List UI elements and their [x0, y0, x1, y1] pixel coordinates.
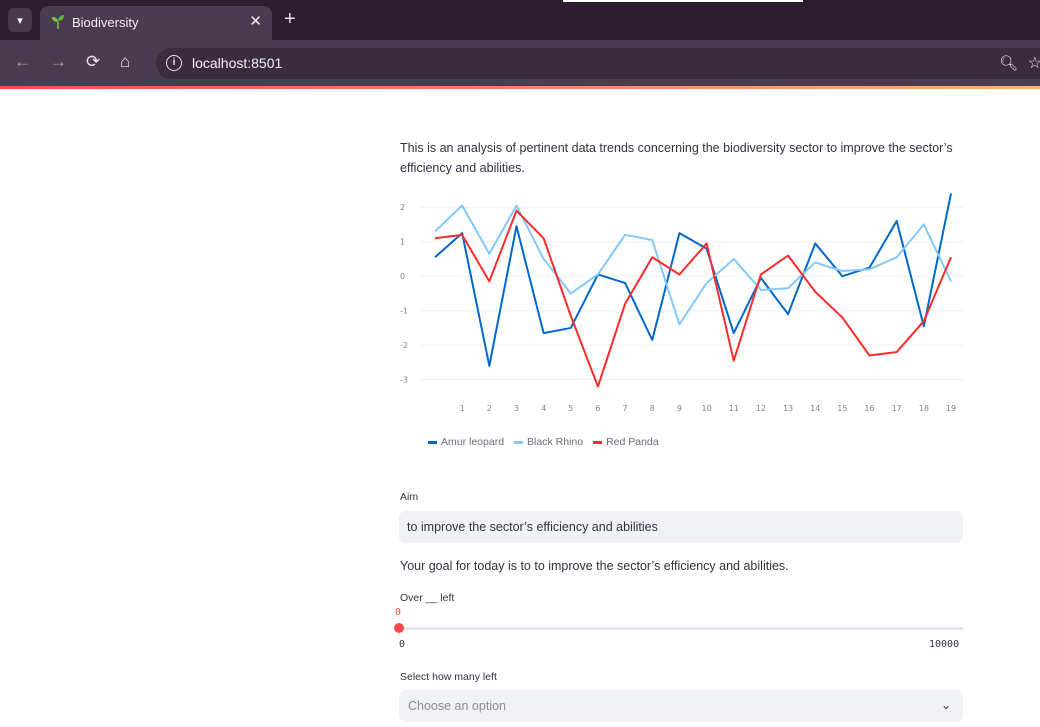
legend-swatch — [593, 440, 603, 444]
x-tick-label: 4 — [541, 404, 546, 413]
x-tick-label: 5 — [568, 404, 573, 413]
x-tick-label: 14 — [810, 404, 820, 413]
x-tick-label: 19 — [946, 404, 956, 413]
biodiversity-line-chart: 210-1-2-31 2 3 4 5 6 7 8 9 10 11 12 13 14 15 16 17 18 19 — [400, 193, 963, 413]
y-tick-label: 1 — [400, 238, 405, 247]
select-placeholder: Choose an option — [408, 699, 506, 713]
x-tick-label: 18 — [919, 404, 929, 413]
close-tab-icon[interactable]: ✕ — [249, 13, 262, 30]
tab-search-button[interactable]: ▾ — [8, 8, 32, 32]
chevron-down-icon: ⌄ — [940, 698, 951, 712]
back-arrow-icon[interactable]: ← — [14, 52, 31, 71]
x-tick-label: 13 — [783, 404, 793, 413]
window-strip — [563, 0, 803, 2]
aim-label: Aim — [400, 491, 419, 503]
x-tick-label: 3 — [514, 404, 519, 413]
reload-icon[interactable]: ⟳ — [86, 52, 101, 71]
bookmark-star-icon[interactable]: ☆ — [1027, 55, 1040, 72]
slider-track[interactable] — [399, 627, 963, 630]
new-tab-icon[interactable]: + — [284, 8, 296, 30]
slider-thumb[interactable] — [394, 623, 404, 633]
legend-label: Black Rhino — [527, 436, 584, 448]
x-tick-label: 9 — [677, 404, 682, 413]
x-tick-label: 6 — [595, 404, 600, 413]
aim-input[interactable] — [399, 511, 963, 543]
x-tick-label: 7 — [623, 404, 628, 413]
seedling-icon — [52, 15, 64, 29]
browser-tab-bar: ▾ Biodiversity ✕ + — [0, 0, 1040, 40]
series-line-red-panda — [434, 209, 952, 388]
legend-item[interactable]: Amur leopard — [428, 436, 504, 448]
goal-text: Your goal for today is to to improve the… — [400, 559, 789, 573]
x-tick-label: 17 — [892, 404, 902, 413]
slider-current-value: 0 — [395, 607, 402, 618]
y-tick-label: -2 — [400, 341, 408, 350]
app-header-decoration — [0, 86, 1040, 89]
y-tick-label: -3 — [400, 376, 408, 385]
y-tick-label: -1 — [400, 307, 408, 316]
site-info-icon[interactable]: i — [166, 55, 182, 71]
slider-label: Over __ left — [400, 592, 455, 604]
count-select[interactable]: Choose an option ⌄ — [399, 690, 963, 722]
browser-tab[interactable]: Biodiversity ✕ — [40, 6, 272, 40]
x-tick-label: 1 — [460, 404, 465, 413]
x-tick-label: 8 — [650, 404, 655, 413]
tab-title: Biodiversity — [72, 15, 139, 30]
x-tick-label: 11 — [729, 404, 739, 413]
chart-legend: Amur leopard Black Rhino Red Panda — [428, 436, 659, 448]
x-tick-label: 2 — [487, 404, 492, 413]
x-tick-label: 12 — [756, 404, 766, 413]
zoom-icon[interactable]: 🔍︎ — [998, 55, 1018, 72]
legend-item[interactable]: Black Rhino — [514, 436, 583, 448]
legend-label: Red Panda — [606, 436, 659, 448]
forward-arrow-icon[interactable]: → — [50, 52, 67, 71]
legend-swatch — [428, 440, 437, 444]
url-text: localhost:8501 — [192, 55, 283, 71]
y-tick-label: 2 — [400, 203, 405, 212]
home-icon[interactable]: ⌂ — [120, 52, 131, 71]
legend-item[interactable]: Red Panda — [593, 436, 659, 448]
x-tick-label: 16 — [864, 404, 874, 413]
legend-swatch — [514, 440, 524, 444]
legend-label: Amur leopard — [441, 436, 505, 448]
slider-max: 10000 — [929, 639, 960, 650]
address-bar[interactable]: i localhost:8501 🔍︎ ☆ — [156, 48, 1040, 79]
intro-paragraph: This is an analysis of pertinent data tr… — [400, 141, 953, 175]
y-tick-label: 0 — [400, 272, 405, 281]
x-tick-label: 15 — [837, 404, 847, 413]
x-tick-label: 10 — [701, 404, 711, 413]
select-label: Select how many left — [400, 671, 497, 683]
slider-min: 0 — [399, 639, 406, 650]
